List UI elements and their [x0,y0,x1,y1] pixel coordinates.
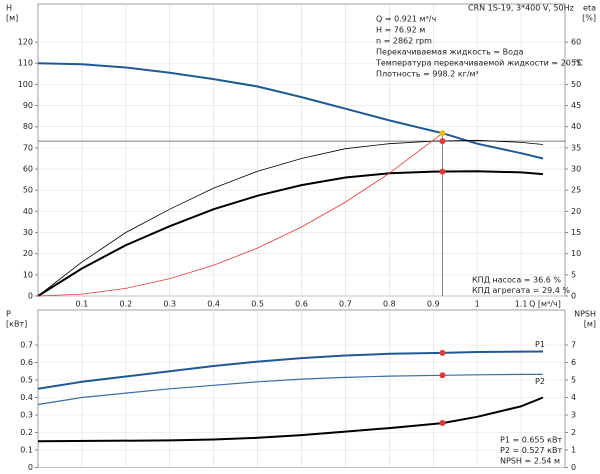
operating-point [439,420,446,427]
y2-tick-label: 55 [571,59,581,68]
y-axis-unit: [м] [6,14,18,23]
y-tick-label: 0.7 [20,341,33,350]
x-tick-label: 0.1 [76,300,89,309]
y2-axis-label: NPSH [574,310,596,319]
y-tick-label: 0.2 [20,428,33,437]
operating-point [439,372,446,379]
y-tick-label: 0.3 [20,411,33,420]
info-line: n = 2862 rpm [376,37,432,46]
operating-point [439,130,446,137]
info-line: H = 76.92 м [376,26,425,35]
info-line: Температура перекачиваемой жидкости = 20… [375,59,583,68]
y2-tick-label: 4 [571,393,576,402]
curve [37,132,443,297]
curve-label: P2 [535,377,545,386]
y2-tick-label: 7 [571,341,576,350]
y2-tick-label: 0 [571,292,576,301]
y2-tick-label: 2 [571,428,576,437]
y-tick-label: 0 [28,292,33,301]
y2-axis-unit: [%] [582,14,596,23]
info-line: Плотность = 998.2 кг/м³ [376,70,479,79]
y-tick-label: 110 [18,59,33,68]
x-tick-label: 0.5 [251,300,264,309]
x-tick-label: 1 [475,300,480,309]
note: P2 = 0.527 кВт [500,446,562,455]
curve [37,396,544,443]
note: NPSH = 2.54 м [500,457,560,466]
note: КПД агрегата = 29.4 % [472,286,570,295]
y2-axis-label: eta [583,4,596,13]
y-tick-label: 0.6 [20,358,33,367]
y-axis-label: P [6,310,11,319]
note: КПД насоса = 36.6 % [472,276,561,285]
info-line: Перекачиваемая жидкость = Вода [376,48,524,57]
curve [37,62,544,160]
y2-axis-unit: [м] [584,320,596,329]
curve-label: P1 [535,340,545,349]
y-tick-label: 0 [28,463,33,472]
y-tick-label: 90 [23,101,33,110]
y2-tick-label: 20 [571,207,581,216]
y-tick-label: 80 [23,122,33,131]
chart-title: CRN 1S-19, 3*400 V, 50Hz [468,4,574,13]
curve [37,139,544,297]
curve [37,350,544,390]
y2-tick-label: 45 [571,101,581,110]
x-tick-label: 0.9 [427,300,440,309]
x-axis-label: Q [м³/ч] [529,300,561,309]
y-tick-label: 60 [23,165,33,174]
x-tick-label: 0.3 [163,300,176,309]
y2-tick-label: 3 [571,411,576,420]
curve [37,170,544,297]
x-tick-label: 0.4 [207,300,220,309]
y-tick-label: 120 [18,38,33,47]
y2-tick-label: 0 [571,463,576,472]
y2-tick-label: 25 [571,186,581,195]
y-tick-label: 100 [18,80,33,89]
y2-tick-label: 35 [571,143,581,152]
y-tick-label: 50 [23,186,33,195]
x-tick-label: 0.7 [339,300,352,309]
operating-point [439,349,446,356]
y2-tick-label: 10 [571,249,581,258]
y2-tick-label: 6 [571,358,576,367]
note: P1 = 0.655 кВт [500,436,562,445]
y-tick-label: 0.5 [20,376,33,385]
y2-tick-label: 5 [571,376,576,385]
x-tick-label: 0.6 [295,300,308,309]
y-tick-label: 0.1 [20,446,33,455]
y2-tick-label: 5 [571,270,576,279]
y2-tick-label: 50 [571,80,581,89]
y2-tick-label: 40 [571,122,581,131]
y-axis-label: H [6,4,12,13]
y2-tick-label: 60 [571,38,581,47]
y2-tick-label: 30 [571,165,581,174]
x-tick-label: 0.8 [383,300,396,309]
info-line: Q = 0.921 м³/ч [376,15,436,24]
y-tick-label: 30 [23,228,33,237]
y2-tick-label: 15 [571,228,581,237]
y-tick-label: 70 [23,143,33,152]
y-axis-unit: [кВт] [6,320,27,329]
y-tick-label: 20 [23,249,33,258]
x-tick-label: 0.2 [119,300,132,309]
operating-point [439,168,446,175]
y-tick-label: 40 [23,207,33,216]
curve [37,373,543,406]
y2-tick-label: 1 [571,446,576,455]
operating-point [439,138,446,145]
x-tick-label: 1.1 [515,300,528,309]
y-tick-label: 10 [23,270,33,279]
y-tick-label: 0.4 [20,393,33,402]
